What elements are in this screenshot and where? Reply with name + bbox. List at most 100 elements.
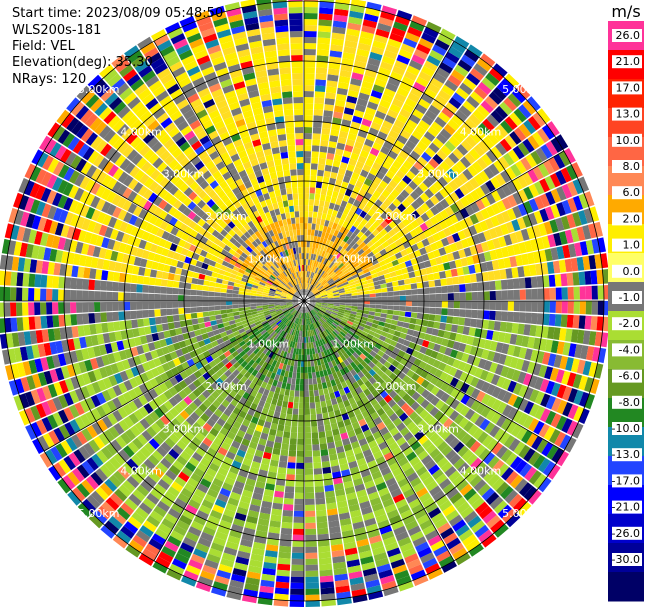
range-gate — [387, 296, 394, 301]
range-gate — [376, 369, 385, 377]
range-gate — [437, 33, 453, 46]
range-gate — [525, 289, 532, 300]
range-gate — [480, 406, 492, 418]
range-gate — [362, 310, 370, 315]
range-gate — [340, 339, 347, 346]
range-gate — [579, 391, 590, 407]
range-gate — [556, 186, 567, 201]
range-gate — [454, 64, 469, 77]
range-gate — [352, 146, 362, 156]
range-gate — [523, 448, 536, 463]
range-gate — [405, 301, 412, 307]
range-gate — [566, 213, 576, 229]
range-gate — [505, 221, 515, 234]
range-gate — [383, 273, 391, 279]
range-gate — [474, 263, 482, 273]
range-gate — [82, 302, 89, 313]
range-gate — [366, 278, 374, 284]
range-gate — [314, 305, 321, 310]
range-gate — [304, 253, 307, 259]
range-gate — [471, 161, 483, 174]
range-gate — [501, 378, 512, 391]
range-gate — [553, 354, 563, 368]
range-gate — [294, 498, 304, 505]
range-gate — [440, 144, 452, 156]
range-gate — [380, 264, 388, 271]
range-gate — [410, 190, 420, 200]
range-gate — [333, 267, 340, 273]
range-gate — [321, 316, 328, 321]
range-gate — [378, 398, 388, 408]
range-gate — [304, 61, 316, 68]
range-gate — [408, 180, 418, 191]
range-gate — [309, 247, 313, 254]
range-gate — [387, 76, 401, 87]
range-gate — [459, 219, 469, 230]
range-gate — [244, 304, 251, 308]
range-gate — [532, 225, 542, 238]
range-gate — [308, 211, 313, 218]
range-gate — [323, 265, 329, 272]
range-gate — [352, 243, 359, 250]
range-gate — [336, 211, 343, 219]
range-gate — [388, 179, 398, 189]
range-gate — [16, 272, 24, 287]
range-gate — [317, 275, 322, 282]
range-gate — [451, 114, 464, 127]
range-gate — [589, 206, 600, 222]
range-gate — [310, 299, 316, 301]
range-gate — [394, 15, 410, 26]
range-gate — [396, 321, 404, 327]
range-gate — [322, 282, 329, 287]
range-gate — [315, 261, 319, 268]
range-gate — [441, 445, 453, 457]
range-gate — [463, 247, 472, 257]
range-gate — [505, 167, 517, 180]
range-gate — [276, 430, 284, 438]
range-gate — [409, 165, 420, 176]
range-gate — [375, 301, 382, 305]
range-gate — [332, 117, 342, 125]
range-gate — [399, 412, 409, 422]
range-gate — [88, 313, 96, 324]
range-gate — [311, 247, 315, 254]
range-gate — [293, 516, 304, 523]
range-gate — [454, 333, 463, 343]
range-gate — [221, 313, 228, 319]
range-gate — [393, 119, 406, 129]
range-gate — [444, 79, 459, 92]
range-gate — [383, 233, 391, 241]
range-gate — [426, 55, 441, 67]
range-gate — [445, 449, 457, 461]
range-gate — [369, 167, 379, 176]
range-gate — [492, 87, 507, 101]
range-gate — [306, 241, 310, 248]
range-gate — [422, 313, 430, 321]
range-gate — [292, 534, 304, 541]
range-gate — [314, 395, 320, 403]
range-gate — [567, 301, 574, 314]
range-gate — [357, 291, 364, 296]
range-gate — [373, 332, 381, 339]
velocity-ray — [307, 306, 471, 566]
range-gate — [369, 147, 380, 157]
range-gate — [411, 129, 423, 141]
range-gate — [321, 303, 328, 306]
range-gate — [465, 283, 472, 292]
range-gate — [454, 259, 463, 268]
range-gate — [555, 134, 569, 150]
range-gate — [332, 160, 341, 168]
range-gate — [559, 328, 567, 341]
range-gate — [406, 369, 415, 378]
range-gate — [488, 227, 498, 239]
range-gate — [304, 97, 314, 104]
range-gate — [518, 384, 529, 398]
range-gate — [335, 93, 347, 102]
range-gate — [334, 243, 340, 251]
range-gate — [391, 403, 401, 413]
range-gate — [453, 458, 466, 470]
range-gate — [513, 441, 526, 456]
range-gate — [290, 582, 304, 589]
range-gate — [417, 307, 424, 313]
range-gate — [523, 401, 535, 415]
